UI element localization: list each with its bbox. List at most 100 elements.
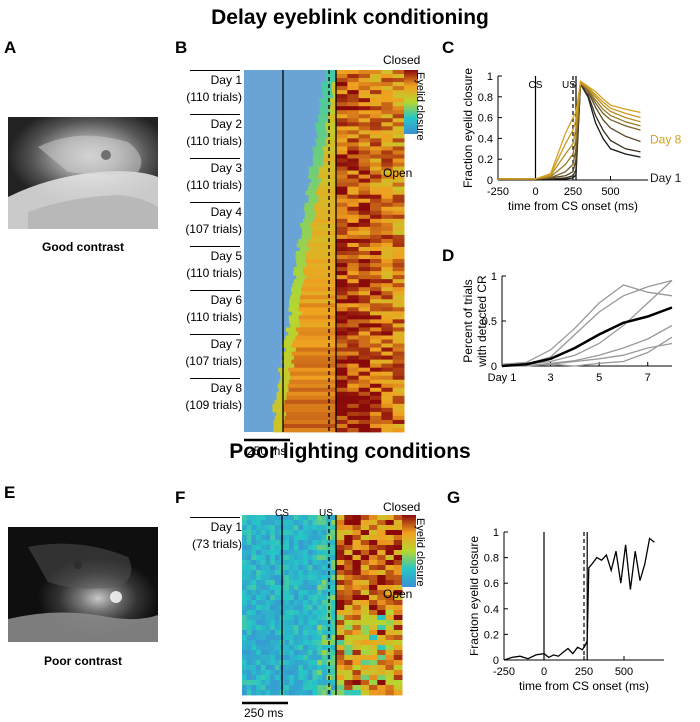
heatmap-f-cell: [246, 585, 252, 591]
heatmap-f-cell: [274, 630, 280, 636]
heatmap-f-cell: [303, 545, 309, 551]
heatmap-f-cell: [270, 645, 276, 651]
heatmap-b-cell: [370, 331, 382, 336]
heatmap-b-cell: [336, 174, 348, 179]
heatmap-f-cell: [344, 635, 353, 641]
heatmap-f-cell: [298, 585, 304, 591]
heatmap-f-cell: [293, 690, 299, 696]
heatmap-f-cell: [293, 545, 299, 551]
heatmap-f-cell: [242, 535, 248, 541]
heatmap-f-cell: [385, 680, 395, 686]
heatmap-f-cell: [242, 565, 248, 571]
heatmap-f-cell: [307, 565, 313, 571]
day-separator: [190, 70, 240, 71]
heatmap-b-cell: [347, 279, 360, 284]
heatmap-b-cell: [392, 295, 405, 300]
heatmap-f-cell: [246, 555, 252, 561]
heatmap-f-cell: [274, 605, 280, 611]
heatmap-b-cell: [347, 391, 360, 397]
heatmap-f-cell: [298, 620, 304, 626]
heatmap-b-cell: [370, 307, 382, 312]
heatmap-b-cell: [296, 263, 307, 268]
heatmap-f-cell: [352, 520, 362, 526]
heatmap-b-cell: [336, 311, 348, 316]
heatmap-f-cell: [260, 670, 266, 676]
heatmap-b-cell: [347, 174, 360, 179]
heatmap-f-cell: [393, 525, 403, 531]
heatmap-b-cell: [392, 355, 405, 360]
heatmap-f-cell: [385, 535, 395, 541]
heatmap-f-cell: [242, 620, 248, 626]
heatmap-f-cell: [293, 650, 299, 656]
heatmap-f-cell: [270, 600, 276, 606]
heatmap-b-cell: [330, 102, 336, 107]
heatmap-b-cell: [301, 226, 312, 232]
heatmap-b-cell: [336, 78, 348, 83]
heatmap-b-cell: [358, 343, 371, 348]
heatmap-f-cell: [307, 585, 313, 591]
heatmap-f-cell: [256, 545, 262, 551]
heatmap-b-cell: [370, 367, 382, 373]
heatmap-f-cell: [289, 675, 295, 681]
heatmap-f-cell: [331, 515, 337, 521]
heatmap-f-cell: [260, 665, 266, 671]
heatmap-b-cell: [280, 375, 291, 381]
heatmap-f-cell: [360, 655, 370, 661]
heatmap-f-cell: [321, 650, 327, 656]
heatmap-f-cell: [352, 535, 362, 541]
heatmap-b-cell: [370, 323, 382, 328]
heatmap-f-cell: [246, 520, 252, 526]
heatmap-b-cell: [381, 307, 394, 312]
heatmap-b-cell: [347, 251, 360, 256]
heatmap-f-cell: [312, 570, 318, 576]
heatmap-b-cell: [381, 238, 394, 244]
heatmap-b-cell: [381, 263, 394, 268]
heatmap-f-cell: [265, 555, 271, 561]
heatmap-f-cell: [377, 515, 386, 521]
heatmap-f-cell: [274, 530, 280, 536]
heatmap-f-cell: [270, 670, 276, 676]
heatmap-f-cell: [265, 675, 271, 681]
heatmap-f-cell: [284, 550, 290, 556]
heatmap-f-cell: [256, 600, 262, 606]
heatmap-f-cell: [360, 545, 370, 551]
heatmap-f-cell: [293, 565, 299, 571]
heatmap-f-cell: [312, 630, 318, 636]
heatmap-f-cell: [274, 575, 280, 581]
heatmap-f-cell: [256, 615, 262, 621]
heatmap-f-cell: [284, 565, 290, 571]
heatmap-b-cell: [347, 238, 360, 244]
heatmap-f-cell: [242, 615, 248, 621]
heatmap-f-cell: [246, 625, 252, 631]
heatmap-b-cell: [336, 331, 348, 336]
heatmap-b-cell: [370, 315, 382, 320]
heatmap-b-cell: [336, 395, 348, 401]
heatmap-b-cell: [347, 202, 360, 208]
heatmap-f-cell: [369, 535, 378, 541]
heatmap-b-cell: [302, 311, 336, 316]
heatmap-f-cell: [369, 560, 378, 566]
heatmap-f-cell: [260, 630, 266, 636]
heatmap-b-cell: [392, 238, 405, 244]
heatmap-f-cell: [393, 680, 403, 686]
heatmap-f-cell: [242, 515, 248, 521]
heatmap-f-cell: [303, 605, 309, 611]
heatmap-b-cell: [358, 106, 371, 111]
heatmap-b-cell: [392, 407, 405, 413]
heatmap-f-cell: [260, 645, 266, 651]
heatmap-f-cell: [242, 685, 248, 691]
heatmap-b-cell: [370, 275, 382, 280]
heatmap-b-cell: [392, 198, 405, 204]
heatmap-f-cell: [385, 575, 395, 581]
heatmap-b-cell: [276, 391, 287, 397]
heatmap-b-cell: [381, 130, 394, 135]
heatmap-f-cell: [265, 620, 271, 626]
heatmap-b-cell: [336, 283, 348, 288]
heatmap-f-cell: [298, 635, 304, 641]
heatmap-b-cell: [392, 427, 405, 433]
y-tick-label: 0.2: [484, 629, 499, 641]
heatmap-b-cell: [370, 291, 382, 296]
day-label-5: Day 5 (110 trials): [186, 249, 242, 280]
heatmap-f-cell: [317, 580, 323, 586]
heatmap-b-cell: [295, 251, 306, 256]
